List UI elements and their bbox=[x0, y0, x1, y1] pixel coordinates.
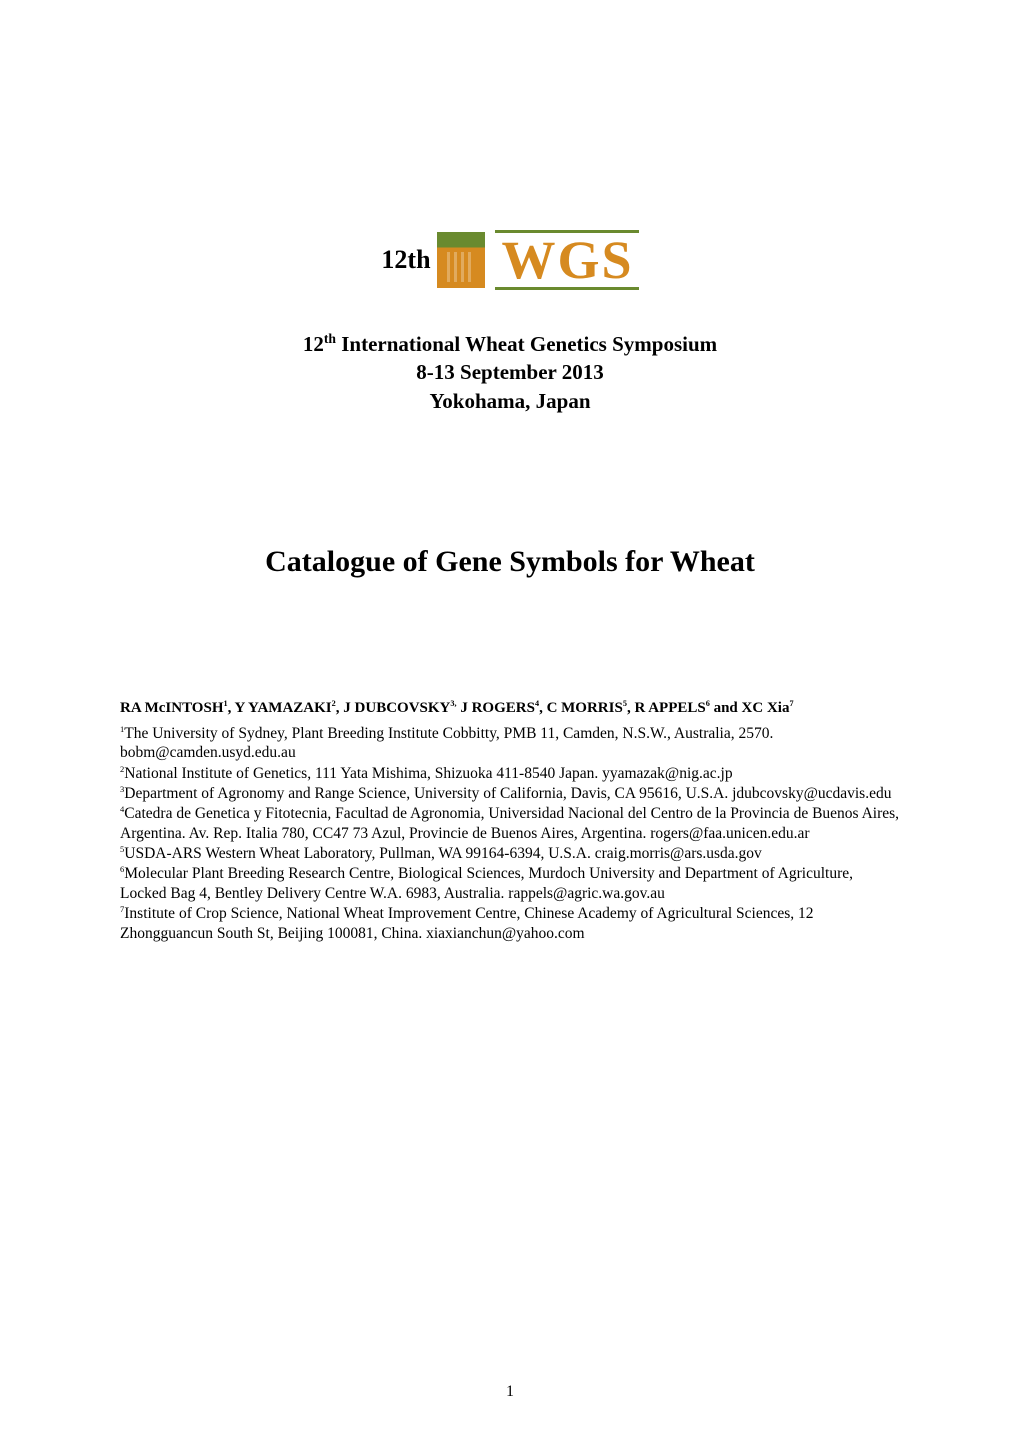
conference-location: Yokohama, Japan bbox=[120, 387, 900, 415]
conference-name: 12th International Wheat Genetics Sympos… bbox=[120, 330, 900, 358]
affiliation-entry: 6Molecular Plant Breeding Research Centr… bbox=[120, 864, 900, 903]
affiliation-entry: 7Institute of Crop Science, National Whe… bbox=[120, 904, 900, 943]
affiliation-entry: 3Department of Agronomy and Range Scienc… bbox=[120, 784, 900, 803]
affiliation-entry: 4Catedra de Genetica y Fitotecnia, Facul… bbox=[120, 804, 900, 843]
conf-ordinal: 12 bbox=[303, 332, 324, 356]
logo-letter-g: G bbox=[557, 233, 601, 287]
page-number: 1 bbox=[0, 1383, 1020, 1401]
conference-heading: 12th International Wheat Genetics Sympos… bbox=[120, 330, 900, 415]
conference-logo: 12th W G S bbox=[120, 230, 900, 290]
conference-dates: 8-13 September 2013 bbox=[120, 358, 900, 386]
affiliation-entry: 1The University of Sydney, Plant Breedin… bbox=[120, 724, 900, 763]
affiliation-entry: 2National Institute of Genetics, 111 Yat… bbox=[120, 764, 900, 783]
logo-letter-w: W bbox=[501, 233, 557, 287]
affiliation-entry: 5USDA-ARS Western Wheat Laboratory, Pull… bbox=[120, 844, 900, 863]
conf-title-text: International Wheat Genetics Symposium bbox=[336, 332, 717, 356]
wheat-icon bbox=[437, 232, 485, 288]
logo-acronym: W G S bbox=[495, 230, 639, 290]
affiliations: 1The University of Sydney, Plant Breedin… bbox=[120, 724, 900, 943]
logo-edition: 12th bbox=[381, 245, 430, 275]
conf-ordinal-sup: th bbox=[324, 331, 336, 346]
author-list: RA McINTOSH1, Y YAMAZAKI2, J DUBCOVSKY3,… bbox=[120, 699, 900, 718]
logo-letter-s: S bbox=[601, 233, 633, 287]
document-title: Catalogue of Gene Symbols for Wheat bbox=[120, 545, 900, 579]
